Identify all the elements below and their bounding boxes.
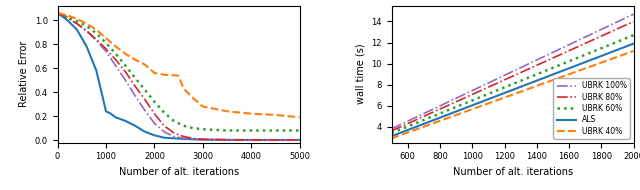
Y-axis label: Relative Error: Relative Error <box>19 41 29 107</box>
X-axis label: Number of alt. iterations: Number of alt. iterations <box>118 167 239 177</box>
X-axis label: Number of alt. iterations: Number of alt. iterations <box>452 167 573 177</box>
Y-axis label: wall time (s): wall time (s) <box>356 44 366 105</box>
Legend: UBRK 100%, UBRK 80%, UBRK 60%, ALS, UBRK 40%: UBRK 100%, UBRK 80%, UBRK 60%, ALS, UBRK… <box>554 78 630 139</box>
